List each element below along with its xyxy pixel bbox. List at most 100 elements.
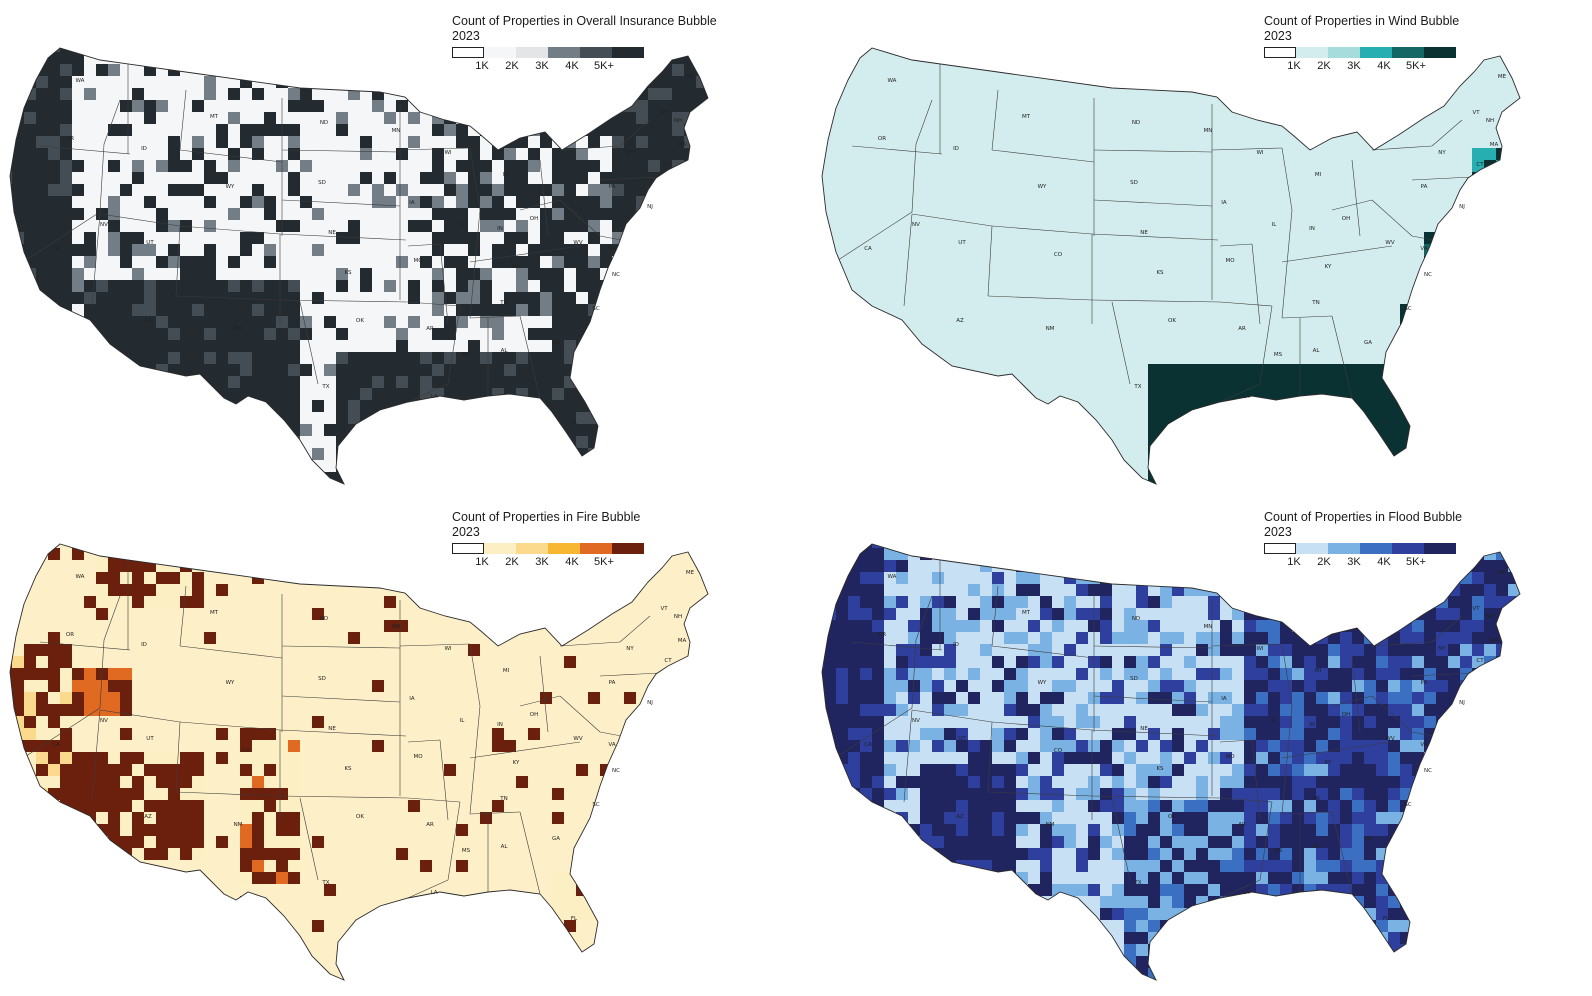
county-cell — [1460, 328, 1472, 340]
county-cell — [348, 268, 360, 280]
state-border — [407, 301, 461, 307]
county-cell — [1352, 704, 1364, 716]
county-cell — [288, 812, 300, 824]
county-cell — [1328, 668, 1340, 680]
state-border — [399, 147, 471, 151]
county-cell — [1460, 788, 1472, 800]
county-cell — [992, 608, 1004, 620]
county-cell — [1472, 268, 1484, 280]
county-cell — [1232, 680, 1244, 692]
county-cell — [1388, 668, 1400, 680]
county-cell — [300, 280, 312, 292]
county-cell — [144, 848, 156, 860]
county-cell — [1160, 800, 1172, 812]
county-cell — [600, 352, 612, 364]
county-cell — [944, 716, 956, 728]
county-cell — [108, 448, 120, 460]
county-cell — [648, 388, 660, 400]
county-cell — [992, 776, 1004, 788]
county-cell — [696, 184, 708, 196]
county-cell — [822, 752, 824, 764]
county-cell — [300, 100, 312, 112]
county-cell — [72, 280, 84, 292]
county-cell — [1088, 788, 1100, 800]
county-cell — [1292, 460, 1304, 472]
county-cell — [956, 740, 968, 752]
county-cell — [36, 48, 48, 52]
county-cell — [588, 208, 600, 220]
county-cell — [372, 472, 384, 484]
county-cell — [420, 292, 432, 304]
county-cell — [1028, 692, 1040, 704]
county-cell — [156, 340, 168, 352]
county-cell — [216, 400, 228, 412]
county-cell — [1400, 448, 1412, 460]
county-cell — [348, 376, 360, 388]
county-cell — [836, 680, 848, 692]
county-cell — [624, 184, 636, 196]
county-cell — [144, 304, 156, 316]
county-cell — [1160, 776, 1172, 788]
county-cell — [944, 632, 956, 644]
county-cell — [1196, 740, 1208, 752]
county-cell — [108, 668, 120, 680]
county-cell — [528, 436, 540, 448]
county-cell — [360, 136, 372, 148]
county-cell — [456, 100, 468, 112]
county-cell — [576, 764, 588, 776]
county-cell — [1184, 632, 1196, 644]
county-cell — [1148, 424, 1160, 436]
county-cell — [336, 160, 348, 172]
state-label-ut: UT — [958, 240, 966, 246]
county-cell — [1508, 280, 1520, 292]
county-cell — [1148, 644, 1160, 656]
county-cell — [600, 160, 612, 172]
county-cell — [108, 800, 120, 812]
county-cell — [1472, 352, 1484, 364]
county-cell — [504, 220, 516, 232]
county-cell — [1412, 448, 1424, 460]
county-cell — [432, 484, 444, 492]
county-cell — [420, 304, 432, 316]
county-cell — [564, 196, 576, 208]
county-cell — [480, 412, 492, 424]
county-cell — [48, 872, 60, 884]
county-cell — [228, 376, 240, 388]
county-cell — [896, 584, 908, 596]
county-cell — [132, 76, 144, 88]
county-cell — [264, 860, 276, 872]
county-cell — [240, 340, 252, 352]
county-cell — [288, 848, 300, 860]
state-label-ia: IA — [409, 200, 415, 206]
county-cell — [192, 196, 204, 208]
county-cell — [1496, 256, 1508, 268]
county-cell — [1316, 460, 1328, 472]
county-cell — [684, 364, 696, 376]
county-cell — [444, 268, 456, 280]
county-cell — [1100, 544, 1112, 548]
county-cell — [48, 920, 60, 932]
county-cell — [980, 608, 992, 620]
county-cell — [48, 76, 60, 88]
county-cell — [1520, 172, 1532, 184]
county-cell — [1496, 572, 1508, 584]
county-cell — [884, 752, 896, 764]
county-cell — [96, 136, 108, 148]
county-cell — [312, 316, 324, 328]
county-cell — [1436, 788, 1448, 800]
county-cell — [108, 160, 120, 172]
county-cell — [72, 160, 84, 172]
county-cell — [920, 800, 932, 812]
county-cell — [1424, 388, 1436, 400]
county-cell — [708, 352, 720, 364]
county-cell — [312, 124, 324, 136]
county-cell — [920, 596, 932, 608]
county-cell — [312, 472, 324, 484]
state-label-tx: TX — [1133, 384, 1141, 390]
county-cell — [552, 460, 564, 472]
county-cell — [1100, 752, 1112, 764]
county-cell — [696, 364, 708, 376]
county-cell — [156, 824, 168, 836]
county-cell — [480, 172, 492, 184]
county-cell — [180, 48, 192, 52]
